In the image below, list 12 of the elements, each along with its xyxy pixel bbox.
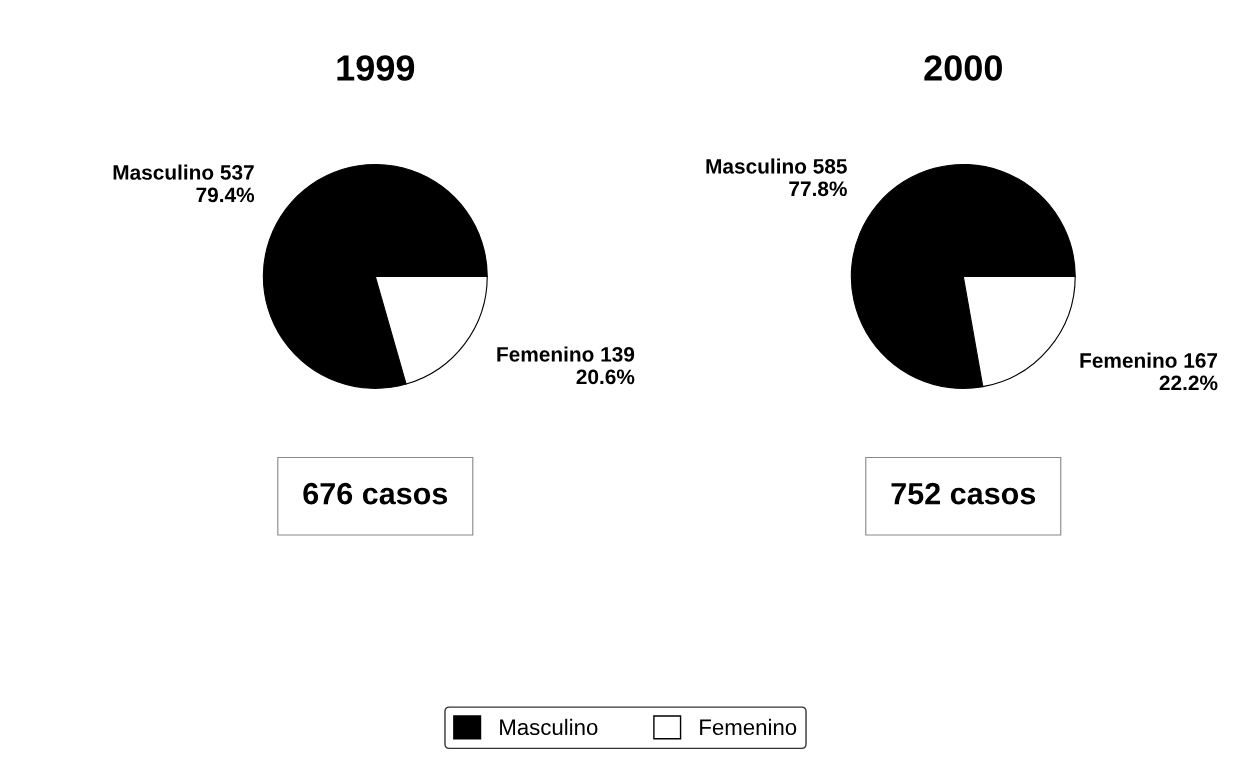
text: 676 casos [303, 482, 448, 505]
text: 20.6% [576, 369, 635, 385]
text: 752 casos [891, 482, 1036, 505]
category-label: Masculino 537 [113, 164, 254, 180]
chart-title: 2000 [924, 55, 1002, 81]
legend-label: Femenino [700, 718, 797, 736]
category-label: Femenino 139 [497, 346, 635, 362]
chart-title: 1999 [337, 55, 415, 81]
slice-label: Femenino 167 22.2% [1080, 352, 1218, 391]
legend-label: Masculino [500, 718, 598, 736]
slice-label: Masculino 585 77.8% [706, 158, 847, 197]
text: 79.4% [196, 187, 255, 203]
